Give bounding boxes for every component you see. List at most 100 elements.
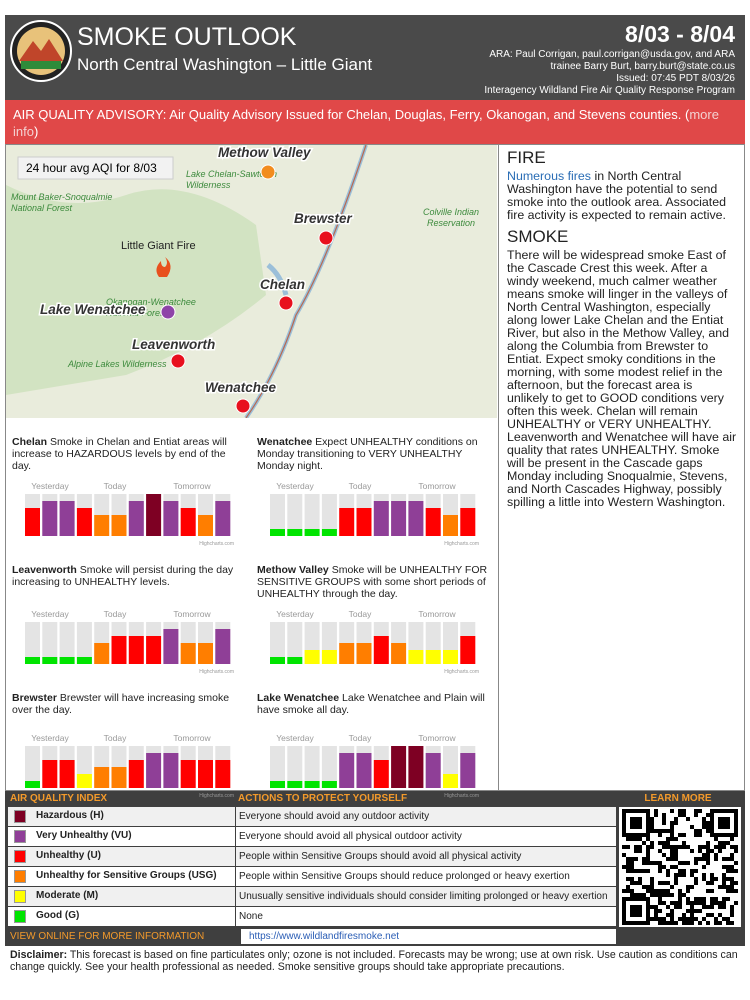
qr-module — [674, 901, 678, 905]
qr-module — [626, 865, 630, 869]
qr-module — [702, 825, 706, 829]
qr-module — [638, 897, 642, 901]
qr-module — [670, 921, 674, 925]
qr-module — [682, 841, 686, 845]
qr-module — [622, 889, 626, 893]
qr-module — [694, 813, 698, 817]
map-point — [318, 230, 334, 246]
bar — [198, 643, 213, 664]
fires-link[interactable]: Numerous fires — [507, 169, 592, 183]
qr-module — [702, 845, 706, 849]
bar-background — [270, 494, 285, 536]
aqi-swatch — [14, 810, 26, 823]
bar — [215, 629, 231, 664]
qr-module — [722, 809, 726, 813]
bar — [180, 643, 196, 664]
qr-module — [638, 833, 642, 837]
qr-module — [682, 809, 686, 813]
map-point — [170, 353, 186, 369]
qr-module — [702, 901, 706, 905]
qr-module — [714, 809, 718, 813]
map-area-label: Mount Baker-Snoqualmie National Forest — [11, 192, 112, 213]
qr-module — [690, 873, 694, 877]
qr-module — [718, 885, 722, 889]
qr-module — [706, 813, 710, 817]
qr-module — [666, 869, 670, 873]
qr-module — [658, 849, 662, 853]
disclaimer-label: Disclaimer: — [10, 949, 68, 961]
qr-module — [670, 849, 674, 853]
chart-period-label: Tomorrow — [173, 733, 211, 743]
qr-module — [642, 869, 646, 873]
qr-module — [662, 813, 666, 817]
qr-module — [694, 861, 698, 865]
qr-module — [718, 901, 722, 905]
aqi-level: Very Unhealthy (VU) — [8, 827, 235, 846]
qr-module — [642, 861, 646, 865]
qr-module — [718, 841, 722, 845]
bar — [321, 650, 337, 664]
aqi-header: ACTIONS TO PROTECT YOURSELF — [238, 793, 408, 804]
qr-module — [650, 917, 654, 921]
bar — [42, 501, 58, 536]
qr-module — [718, 809, 722, 813]
qr-module — [654, 893, 658, 897]
aqi-header: AIR QUALITY INDEX — [10, 793, 108, 804]
contact-line: ARA: Paul Corrigan, paul.corrigan@usda.g… — [489, 49, 735, 60]
qr-module — [630, 877, 634, 881]
qr-module — [642, 809, 646, 813]
forecast-text: Smoke will persist during the day increa… — [12, 564, 234, 588]
aqi-url[interactable]: https://www.wildlandfiresmoke.net — [241, 929, 616, 944]
qr-module — [726, 921, 730, 925]
qr-module — [638, 877, 642, 881]
qr-module — [686, 885, 690, 889]
qr-module — [710, 817, 714, 821]
qr-module — [702, 877, 706, 881]
bar — [425, 508, 441, 536]
qr-module — [678, 897, 682, 901]
qr-module — [698, 897, 702, 901]
qr-module — [674, 877, 678, 881]
qr-module — [630, 861, 634, 865]
fire-text: Numerous fires in North Central Washingt… — [507, 170, 737, 222]
map-point — [160, 304, 176, 320]
bar — [94, 515, 110, 536]
qr-module — [650, 861, 654, 865]
qr-module — [622, 913, 626, 917]
qr-module — [646, 905, 650, 909]
bar — [373, 636, 389, 664]
aqi-table: AIR QUALITY INDEX ACTIONS TO PROTECT YOUR… — [5, 791, 745, 946]
qr-module — [626, 921, 630, 925]
bar-background — [304, 494, 320, 536]
chart-period-label: Yesterday — [276, 481, 314, 491]
qr-module — [726, 869, 730, 873]
qr-module — [710, 825, 714, 829]
map-place-label: Brewster — [294, 211, 353, 226]
qr-module — [638, 825, 642, 829]
qr-module — [714, 901, 718, 905]
bar — [180, 508, 196, 536]
qr-module — [650, 825, 654, 829]
qr-module — [638, 869, 642, 873]
forecast: Lake Wenatchee Lake Wenatchee and Plain … — [257, 692, 492, 716]
more-info-link[interactable]: more info — [13, 107, 719, 139]
qr-module — [646, 837, 650, 841]
qr-module — [678, 869, 682, 873]
qr-module — [710, 901, 714, 905]
qr-module — [638, 913, 642, 917]
qr-module — [662, 889, 666, 893]
aqi-action: None — [236, 907, 616, 926]
qr-module — [694, 809, 698, 813]
bar — [460, 753, 476, 788]
qr-module — [666, 905, 670, 909]
logo — [10, 20, 72, 82]
bar — [42, 760, 58, 788]
aqi-level: Good (G) — [8, 907, 235, 926]
fire-icon — [156, 257, 171, 277]
aqi-swatch — [14, 910, 26, 923]
title: SMOKE OUTLOOK — [77, 23, 297, 51]
qr-module — [670, 865, 674, 869]
qr-module — [734, 845, 738, 849]
qr-module — [674, 873, 678, 877]
bar — [198, 515, 213, 536]
